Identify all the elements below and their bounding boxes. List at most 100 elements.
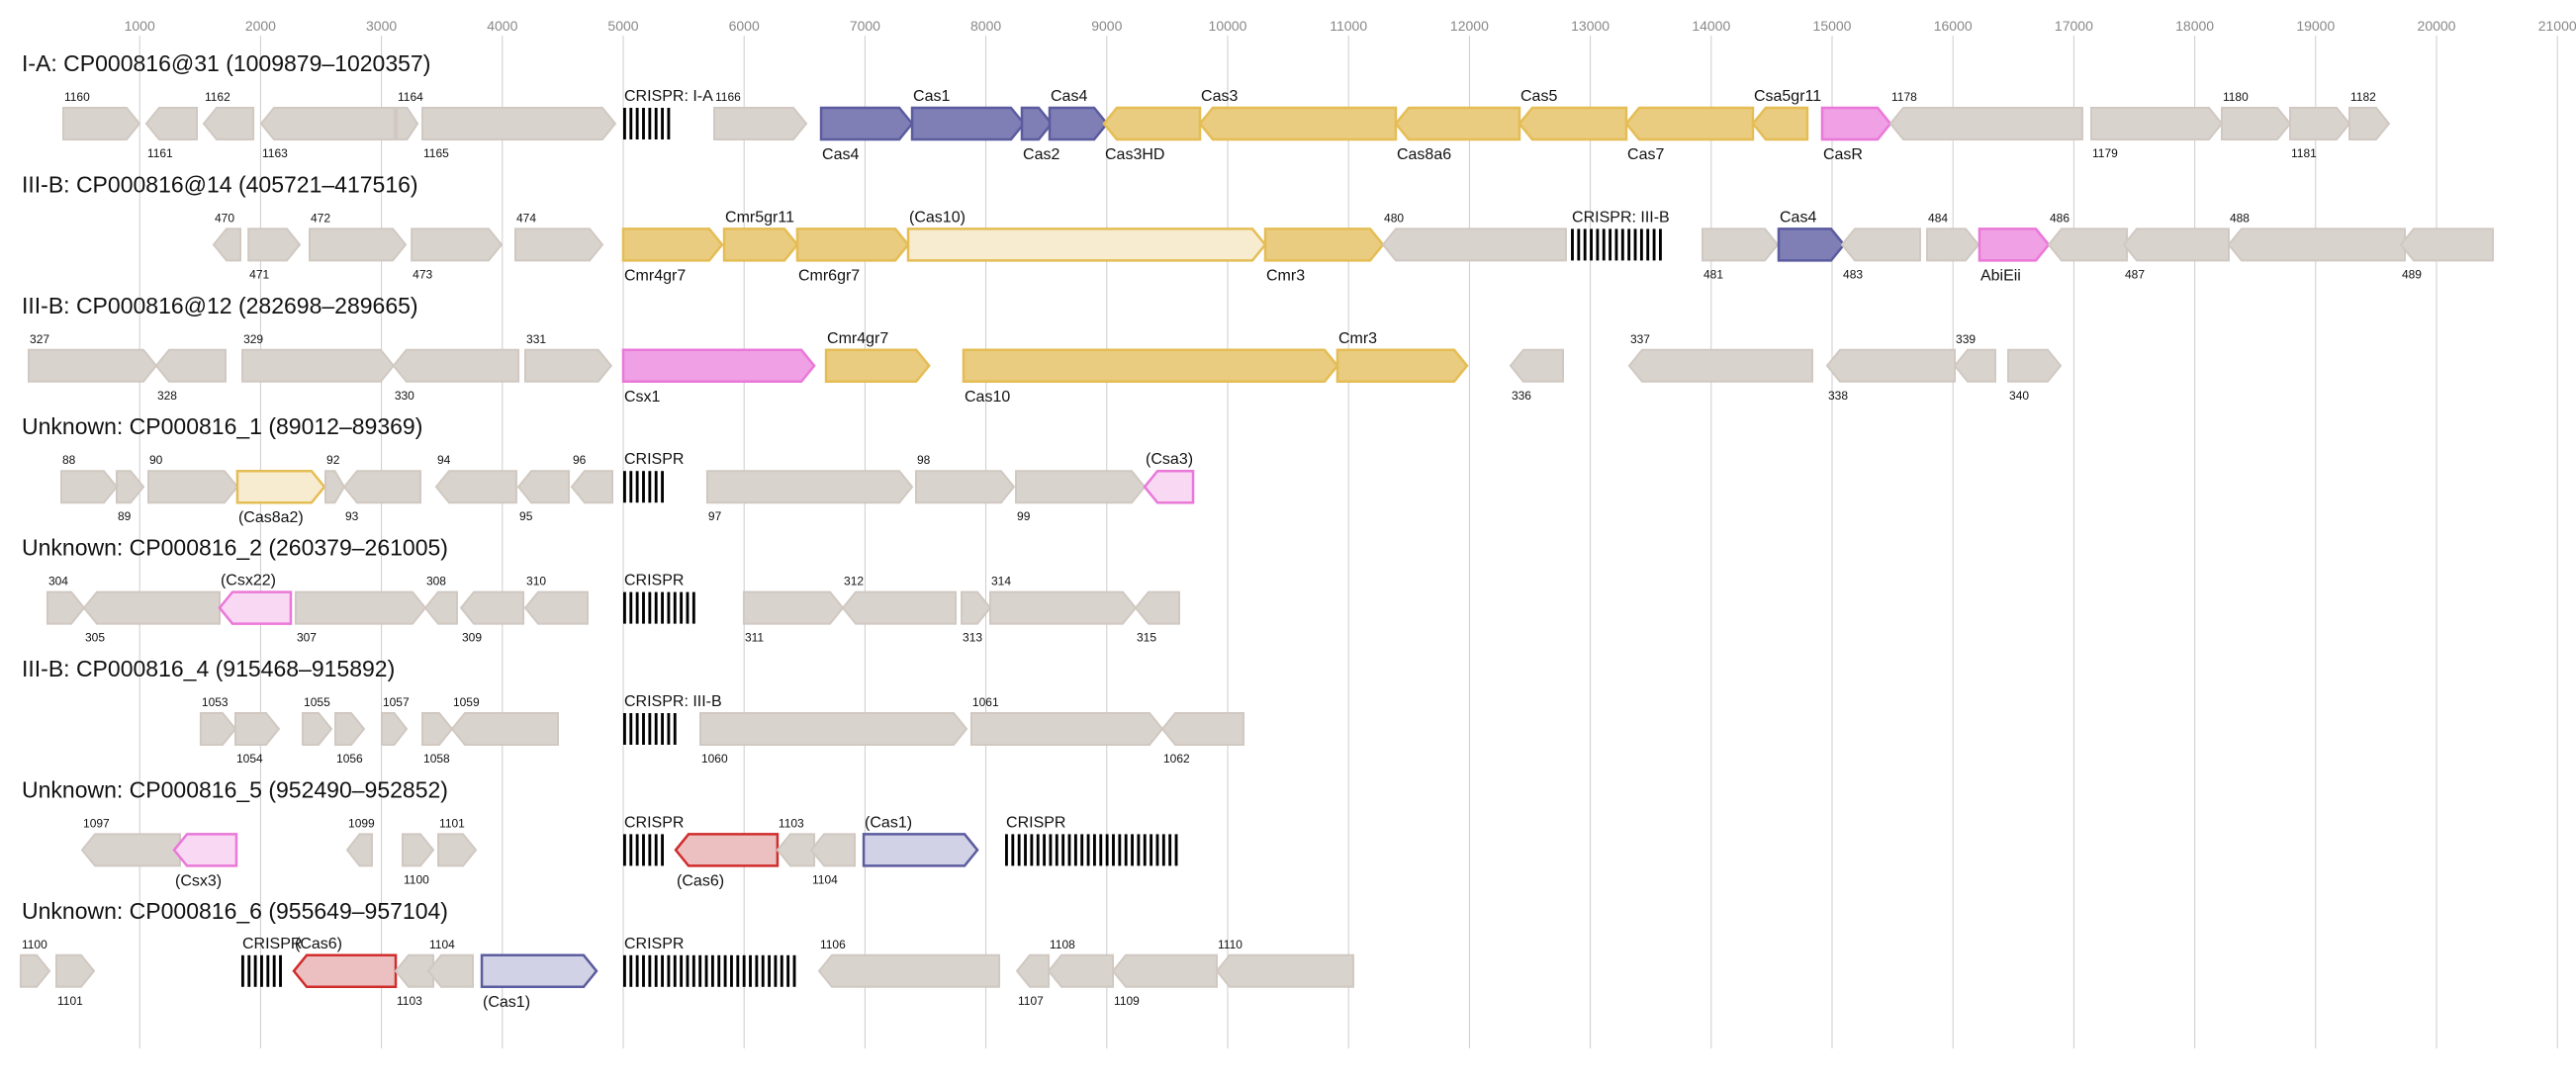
gene-arrow[interactable]: 1179 xyxy=(2089,107,2224,160)
crispr-array[interactable]: CRISPR xyxy=(623,573,695,624)
gene-arrow[interactable]: 1165 xyxy=(421,107,617,160)
gene-arrow[interactable]: 89 xyxy=(115,470,145,523)
gene-arrow[interactable]: 1059 xyxy=(450,695,560,746)
gene-arrow[interactable]: 1101 xyxy=(55,953,96,1008)
gene-arrow[interactable]: 95 xyxy=(516,470,571,523)
gene-arrow[interactable]: 1060 xyxy=(698,712,968,766)
gene-arrow[interactable]: 1180 xyxy=(2220,90,2292,140)
gene-arrow[interactable]: 310 xyxy=(523,575,589,625)
gene-arrow[interactable]: 92 xyxy=(324,453,346,504)
gene-arrow[interactable]: CasR xyxy=(1820,106,1892,163)
gene-arrow[interactable]: Csa5gr11 xyxy=(1751,88,1821,141)
gene-arrow[interactable]: 94 xyxy=(434,453,517,504)
gene-arrow[interactable]: Cas4 xyxy=(1777,209,1846,262)
gene-arrow[interactable]: 330 xyxy=(392,348,520,403)
crispr-array[interactable]: CRISPR xyxy=(623,936,796,987)
gene-arrow[interactable]: (Cas6) xyxy=(674,833,780,889)
gene-arrow[interactable]: 1166 xyxy=(713,90,808,140)
gene-arrow[interactable]: 1110 xyxy=(1215,938,1354,988)
gene-arrow[interactable]: Cas10 xyxy=(962,348,1339,406)
gene-arrow[interactable]: Cas1 xyxy=(910,88,1026,141)
gene-arrow[interactable]: 470 xyxy=(212,211,241,262)
gene-arrow[interactable]: (Cas10) xyxy=(906,209,1267,262)
gene-arrow[interactable]: 1106 xyxy=(817,938,1001,988)
gene-arrow[interactable]: 1099 xyxy=(345,816,375,867)
gene-arrow[interactable]: 311 xyxy=(742,590,845,645)
gene-arrow[interactable]: (Cas1) xyxy=(480,953,598,1011)
gene-arrow[interactable]: 483 xyxy=(1840,227,1921,281)
gene-arrow[interactable]: Cas5 xyxy=(1518,88,1628,141)
gene-arrow[interactable]: (Cas1) xyxy=(862,814,979,867)
gene-arrow[interactable]: Cas3 xyxy=(1198,88,1398,141)
gene-arrow[interactable]: Csx1 xyxy=(621,348,816,406)
crispr-array[interactable]: CRISPR xyxy=(240,936,302,987)
gene-arrow[interactable]: 472 xyxy=(309,211,408,262)
gene-arrow[interactable]: Cmr3 xyxy=(1335,330,1469,384)
gene-arrow[interactable]: 309 xyxy=(459,590,525,645)
gene-arrow[interactable]: 1164 xyxy=(395,90,423,140)
gene-arrow[interactable]: 484 xyxy=(1926,211,1980,262)
gene-arrow[interactable]: 99 xyxy=(1015,470,1147,523)
gene-arrow[interactable]: Cmr6gr7 xyxy=(795,227,910,284)
gene-arrow[interactable]: 93 xyxy=(342,470,421,523)
gene-arrow[interactable]: 1061 xyxy=(969,695,1164,746)
gene-arrow[interactable]: 1104 xyxy=(426,938,474,988)
gene-arrow[interactable]: Cmr4gr7 xyxy=(824,330,931,384)
gene-arrow[interactable]: 481 xyxy=(1702,227,1780,281)
crispr-array[interactable]: CRISPR: III-B xyxy=(1571,209,1670,261)
gene-arrow[interactable]: 331 xyxy=(524,332,613,383)
gene-arrow[interactable]: 489 xyxy=(2399,227,2494,281)
gene-arrow[interactable]: (Cas6) xyxy=(292,936,398,989)
gene-arrow[interactable]: 1162 xyxy=(202,90,255,140)
gene-arrow[interactable]: Cas8a6 xyxy=(1394,106,1521,163)
gene-arrow[interactable]: 1103 xyxy=(394,953,435,1008)
gene-arrow[interactable]: 1181 xyxy=(2289,107,2351,160)
gene-arrow[interactable]: 97 xyxy=(705,470,914,523)
gene-arrow[interactable]: 1161 xyxy=(144,107,199,160)
gene-arrow[interactable]: 487 xyxy=(2122,227,2230,281)
crispr-array[interactable]: CRISPR xyxy=(623,451,684,503)
gene-arrow[interactable]: 314 xyxy=(988,575,1138,625)
gene-arrow[interactable]: Cas4 xyxy=(1048,88,1109,141)
gene-arrow[interactable]: 336 xyxy=(1509,348,1564,403)
crispr-array[interactable]: CRISPR xyxy=(623,814,684,866)
gene-arrow[interactable]: Cas7 xyxy=(1624,106,1755,163)
gene-arrow[interactable]: 1058 xyxy=(421,712,454,766)
gene-arrow[interactable]: 308 xyxy=(423,575,458,625)
gene-arrow[interactable]: 304 xyxy=(46,575,86,625)
gene-arrow[interactable]: 473 xyxy=(411,227,504,281)
gene-arrow[interactable]: AbiEii xyxy=(1978,227,2051,284)
gene-arrow[interactable]: 1054 xyxy=(233,712,281,766)
gene-arrow[interactable]: 1062 xyxy=(1160,712,1245,766)
gene-arrow[interactable]: 1055 xyxy=(302,695,333,746)
gene-arrow[interactable]: 474 xyxy=(513,211,604,262)
gene-arrow[interactable]: 340 xyxy=(2007,348,2063,403)
gene-arrow[interactable]: 1178 xyxy=(1888,90,2083,140)
crispr-array[interactable]: CRISPR xyxy=(1005,814,1178,866)
gene-arrow[interactable]: 1056 xyxy=(334,712,366,766)
gene-arrow[interactable]: 329 xyxy=(241,332,396,383)
gene-arrow[interactable]: Cas3HD xyxy=(1102,106,1202,163)
gene-arrow[interactable]: 339 xyxy=(1953,332,1996,383)
gene-arrow[interactable]: 480 xyxy=(1381,211,1567,262)
gene-arrow[interactable]: 1109 xyxy=(1111,953,1219,1008)
gene-arrow[interactable]: Cmr4gr7 xyxy=(621,227,724,284)
gene-arrow[interactable]: 1101 xyxy=(437,816,478,867)
gene-arrow[interactable]: Cas4 xyxy=(819,106,914,163)
gene-arrow[interactable]: Cmr5gr11 xyxy=(722,209,799,262)
gene-arrow[interactable]: 1108 xyxy=(1047,938,1115,988)
gene-arrow[interactable]: 1104 xyxy=(809,833,857,886)
gene-arrow[interactable]: 1057 xyxy=(380,695,410,746)
gene-arrow[interactable]: 1160 xyxy=(61,90,141,140)
gene-arrow[interactable]: Cmr3 xyxy=(1263,227,1385,284)
gene-arrow[interactable]: 1100 xyxy=(401,833,435,886)
gene-arrow[interactable]: (Csa3) xyxy=(1143,451,1195,504)
gene-arrow[interactable]: 307 xyxy=(294,590,427,645)
gene-arrow[interactable]: 88 xyxy=(60,453,119,504)
gene-arrow[interactable]: 315 xyxy=(1134,590,1180,645)
crispr-array[interactable]: CRISPR: III-B xyxy=(623,693,722,745)
gene-arrow[interactable]: 488 xyxy=(2227,211,2406,262)
gene-arrow[interactable]: 1100 xyxy=(19,938,51,988)
gene-arrow[interactable]: 327 xyxy=(28,332,158,383)
gene-arrow[interactable]: 96 xyxy=(570,453,614,504)
